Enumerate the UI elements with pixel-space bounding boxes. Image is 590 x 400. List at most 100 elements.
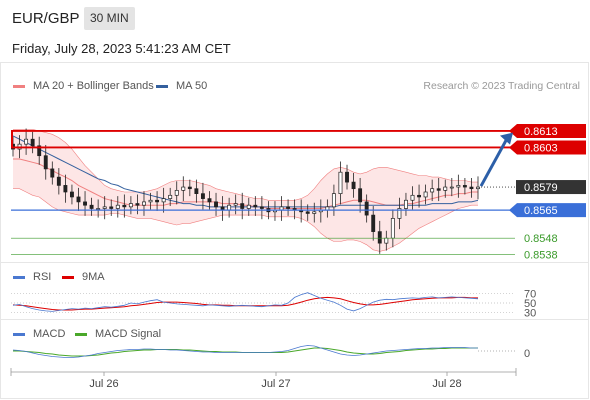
candle-body (404, 199, 408, 209)
legend-rsi: RSI (13, 271, 51, 283)
candle-body (122, 204, 127, 208)
forecast-arrow-shaft (479, 137, 509, 187)
legend-macd-swatch (13, 332, 25, 336)
legend-ma20-label: MA 20 + Bollinger Bands (33, 80, 154, 92)
legend-ma20-swatch (13, 84, 25, 88)
macd-tick-label: 0 (524, 348, 530, 360)
resistance-level-tag (509, 140, 586, 155)
legend-9ma-swatch (62, 275, 74, 279)
candle-body (214, 201, 218, 208)
candle-body (194, 188, 199, 194)
candle-body (135, 203, 140, 206)
legend-macd-signal: MACD Signal (75, 328, 161, 340)
candle-body (187, 186, 192, 190)
candle-body (345, 171, 349, 183)
candle-body (128, 203, 133, 208)
rsi-tick-label: 30 (524, 307, 536, 319)
x-axis-tick-label: Jul 26 (89, 378, 118, 390)
candle-body (109, 206, 114, 209)
chart-header: EUR/GBP 30 MIN (0, 0, 590, 38)
candles-group (11, 128, 480, 254)
candle-body (83, 201, 87, 206)
rsi-tick-label: 70 (524, 289, 536, 301)
candle-body (397, 208, 402, 219)
x-axis-tick-label: Jul 27 (261, 378, 290, 390)
forecast-arrow-head (500, 132, 513, 145)
resistance-level-label: 0.8613 (524, 126, 558, 138)
legend-rsi-label: RSI (33, 271, 52, 283)
candle-body (115, 204, 120, 209)
candle-body (430, 188, 435, 193)
candle-body (37, 145, 42, 157)
candle-body (312, 211, 317, 214)
candle-body (246, 204, 251, 209)
candle-body (63, 185, 68, 193)
bollinger-lower-line (13, 188, 478, 252)
resistance-edge-marker (11, 130, 13, 148)
candle-body (331, 193, 336, 208)
legend-ma50: MA 50 (156, 80, 207, 92)
candle-body (24, 138, 29, 145)
candle-body (233, 203, 238, 206)
legend-ma50-label: MA 50 (176, 80, 208, 92)
candle-body (390, 218, 395, 239)
macd-line (12, 345, 478, 358)
rsi-line (12, 292, 479, 312)
candle-body (358, 188, 363, 203)
legend-macd-label: MACD (33, 328, 66, 340)
legend-macd-signal-swatch (75, 332, 87, 336)
candle-body (207, 198, 212, 203)
candle-body (174, 190, 179, 196)
candle-body (227, 204, 232, 211)
candle-body (377, 231, 382, 244)
research-credit: Research © 2023 Trading Central (423, 80, 580, 92)
legend-9ma: 9MA (62, 271, 105, 283)
legend-ma50-swatch (156, 84, 168, 88)
candle-body (410, 194, 415, 201)
candle-body (449, 186, 454, 189)
candle-body (253, 204, 258, 208)
candle-body (371, 214, 376, 232)
candle-body (89, 204, 94, 209)
panel-separator-rsi (0, 262, 589, 263)
candle-body (168, 194, 173, 199)
candle-body (417, 194, 422, 198)
candle-body (423, 191, 428, 198)
candle-body (102, 206, 107, 209)
candle-body (338, 171, 343, 194)
candle-body (364, 201, 369, 216)
candle-body (155, 199, 160, 203)
resistance-level-tag (509, 123, 586, 138)
last-price-label: 0.8579 (524, 182, 558, 194)
legend-rsi-swatch (13, 275, 25, 279)
bollinger-upper-line (13, 129, 478, 201)
rsi-tick-label: 50 (524, 298, 536, 310)
candle-body (76, 196, 81, 203)
legend-macd-signal-label: MACD Signal (95, 328, 162, 340)
candle-body (181, 186, 186, 191)
candle-body (436, 188, 441, 191)
candle-body (30, 138, 35, 147)
candle-body (456, 185, 461, 188)
candle-body (259, 206, 264, 209)
target-level-label: 0.8548 (524, 233, 558, 245)
resistance-level-label: 0.8603 (524, 142, 558, 154)
candle-body (142, 201, 146, 206)
candle-body (56, 176, 61, 186)
instrument-name: EUR/GBP (12, 10, 80, 27)
support-level-label: 0.8565 (524, 205, 558, 217)
candle-body (286, 206, 291, 209)
x-axis-tick-label: Jul 28 (432, 378, 461, 390)
target-level-label: 0.8538 (524, 250, 558, 262)
candle-body (200, 193, 205, 199)
legend-9ma-label: 9MA (82, 271, 105, 283)
timeframe-badge[interactable]: 30 MIN (84, 7, 135, 30)
candle-body (384, 237, 389, 244)
legend-macd: MACD (13, 328, 65, 340)
panel-separator-macd (0, 319, 589, 320)
candle-body (443, 186, 448, 191)
chart-datetime: Friday, July 28, 2023 5:41:23 AM CET (12, 41, 231, 56)
candle-body (305, 211, 310, 214)
legend-ma20: MA 20 + Bollinger Bands (13, 80, 154, 92)
